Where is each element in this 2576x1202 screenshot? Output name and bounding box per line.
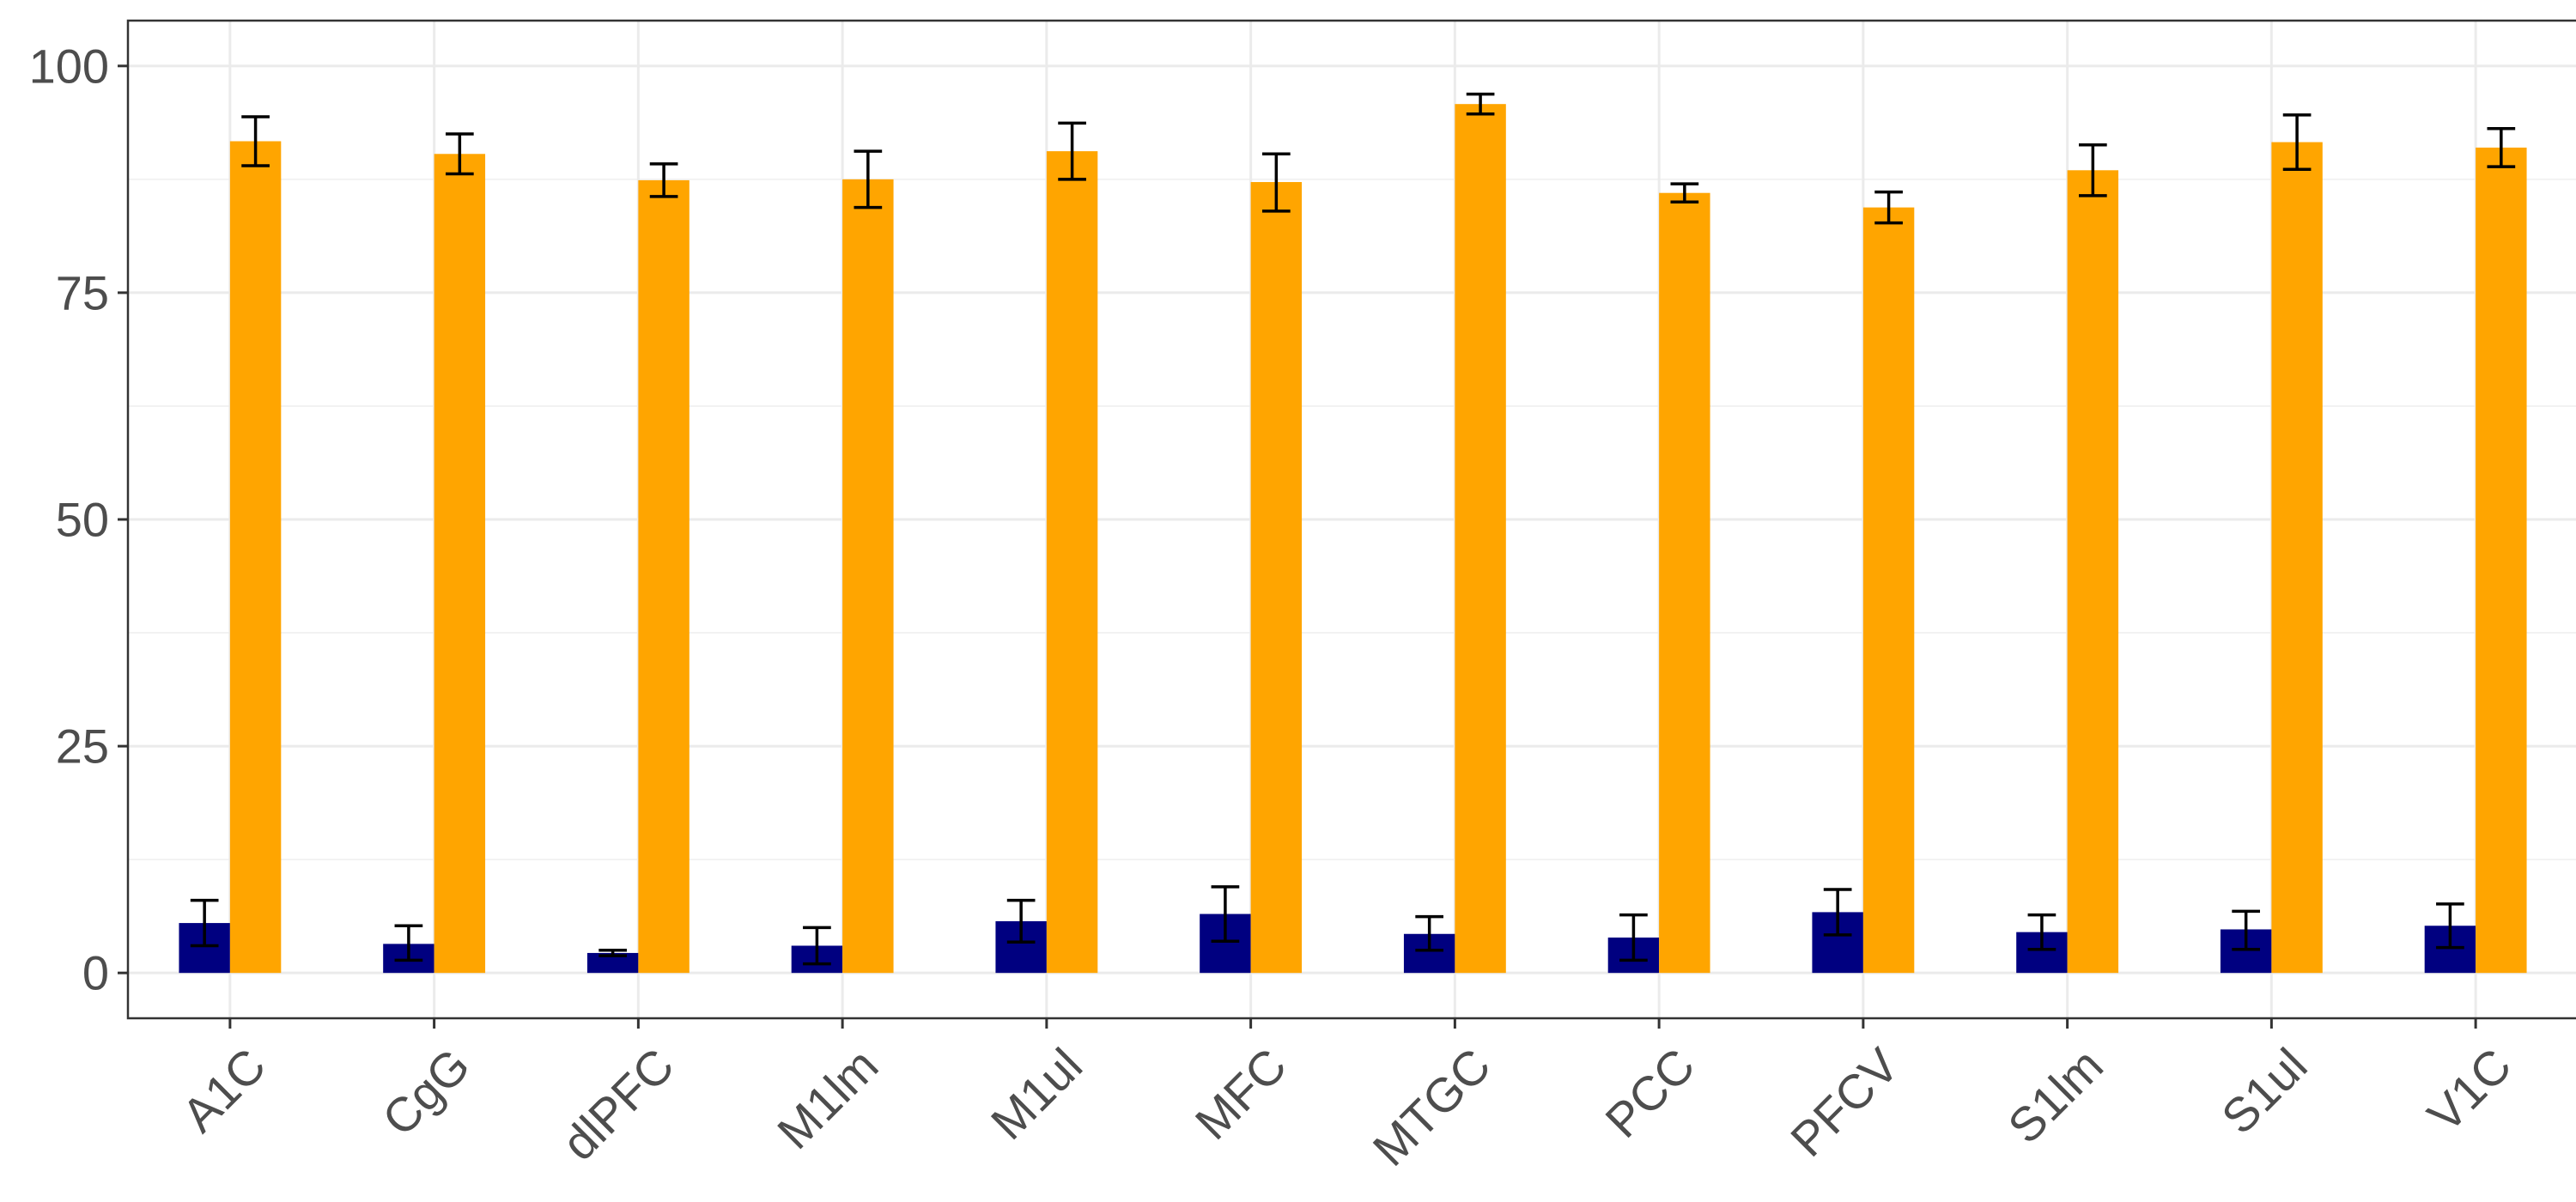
y-tick-label: 75: [56, 265, 109, 319]
error-bar: [803, 926, 831, 966]
error-bar: [1006, 898, 1036, 944]
error-bars: [190, 92, 2516, 966]
error-bar: [1261, 152, 1291, 213]
error-bar: [1619, 913, 1648, 962]
error-bar: [1211, 885, 1240, 943]
error-bar: [241, 115, 270, 167]
bar-high-V1C: [2476, 147, 2527, 974]
error-bar: [2027, 913, 2057, 951]
bar-high-M1ul: [1046, 151, 1098, 974]
error-bar: [394, 924, 423, 962]
error-bar: [2436, 902, 2464, 950]
x-tick-label: A1C: [172, 1038, 276, 1143]
error-bar: [2487, 126, 2516, 168]
x-tick-label: V1C: [2417, 1038, 2522, 1143]
bar-high-M1lm: [842, 179, 894, 974]
bar-high-PCC: [1659, 192, 1710, 974]
x-tick-label: M1lm: [767, 1038, 888, 1159]
y-tick-label: 100: [29, 39, 109, 93]
bar-high-CgG: [434, 154, 486, 974]
bar-high-PFCV: [1862, 207, 1915, 974]
x-tick-label: MTGC: [1363, 1038, 1501, 1176]
error-bar: [1874, 190, 1903, 225]
error-bar: [1466, 92, 1495, 116]
error-bar: [1670, 182, 1699, 204]
bar-high-S1lm: [2067, 170, 2119, 974]
error-bar: [598, 949, 628, 957]
x-tick-label: PCC: [1595, 1038, 1704, 1148]
x-tick-label: S1lm: [1997, 1038, 2113, 1154]
error-bar: [190, 898, 219, 948]
x-tick-label: MFC: [1185, 1038, 1297, 1150]
bar-high-MTGC: [1455, 104, 1506, 974]
bar-high-S1ul: [2271, 142, 2323, 974]
bar-high-MFC: [1250, 182, 1303, 974]
error-bar: [1823, 888, 1852, 937]
error-bar: [649, 162, 678, 198]
x-tick-label: M1ul: [981, 1038, 1092, 1150]
error-bar: [445, 132, 474, 176]
error-bar: [2282, 113, 2312, 171]
x-tick-label: CgG: [372, 1038, 480, 1146]
y-tick-label: 0: [82, 946, 109, 1000]
error-bar: [1415, 914, 1444, 952]
x-tick-label: dlPFC: [551, 1038, 684, 1171]
error-bar: [1058, 121, 1086, 181]
x-tick-label: S1ul: [2211, 1038, 2318, 1144]
error-bar: [854, 149, 883, 209]
y-tick-label: 25: [56, 719, 109, 774]
x-tick-label: PFCV: [1780, 1037, 1910, 1167]
bars: [179, 104, 2527, 974]
bar-high-A1C: [229, 141, 282, 974]
bar-high-dlPFC: [638, 179, 690, 974]
y-tick-label: 50: [56, 493, 109, 547]
bar-low-dlPFC: [586, 952, 639, 974]
error-bar: [2232, 909, 2261, 951]
error-bar: [2078, 143, 2107, 197]
